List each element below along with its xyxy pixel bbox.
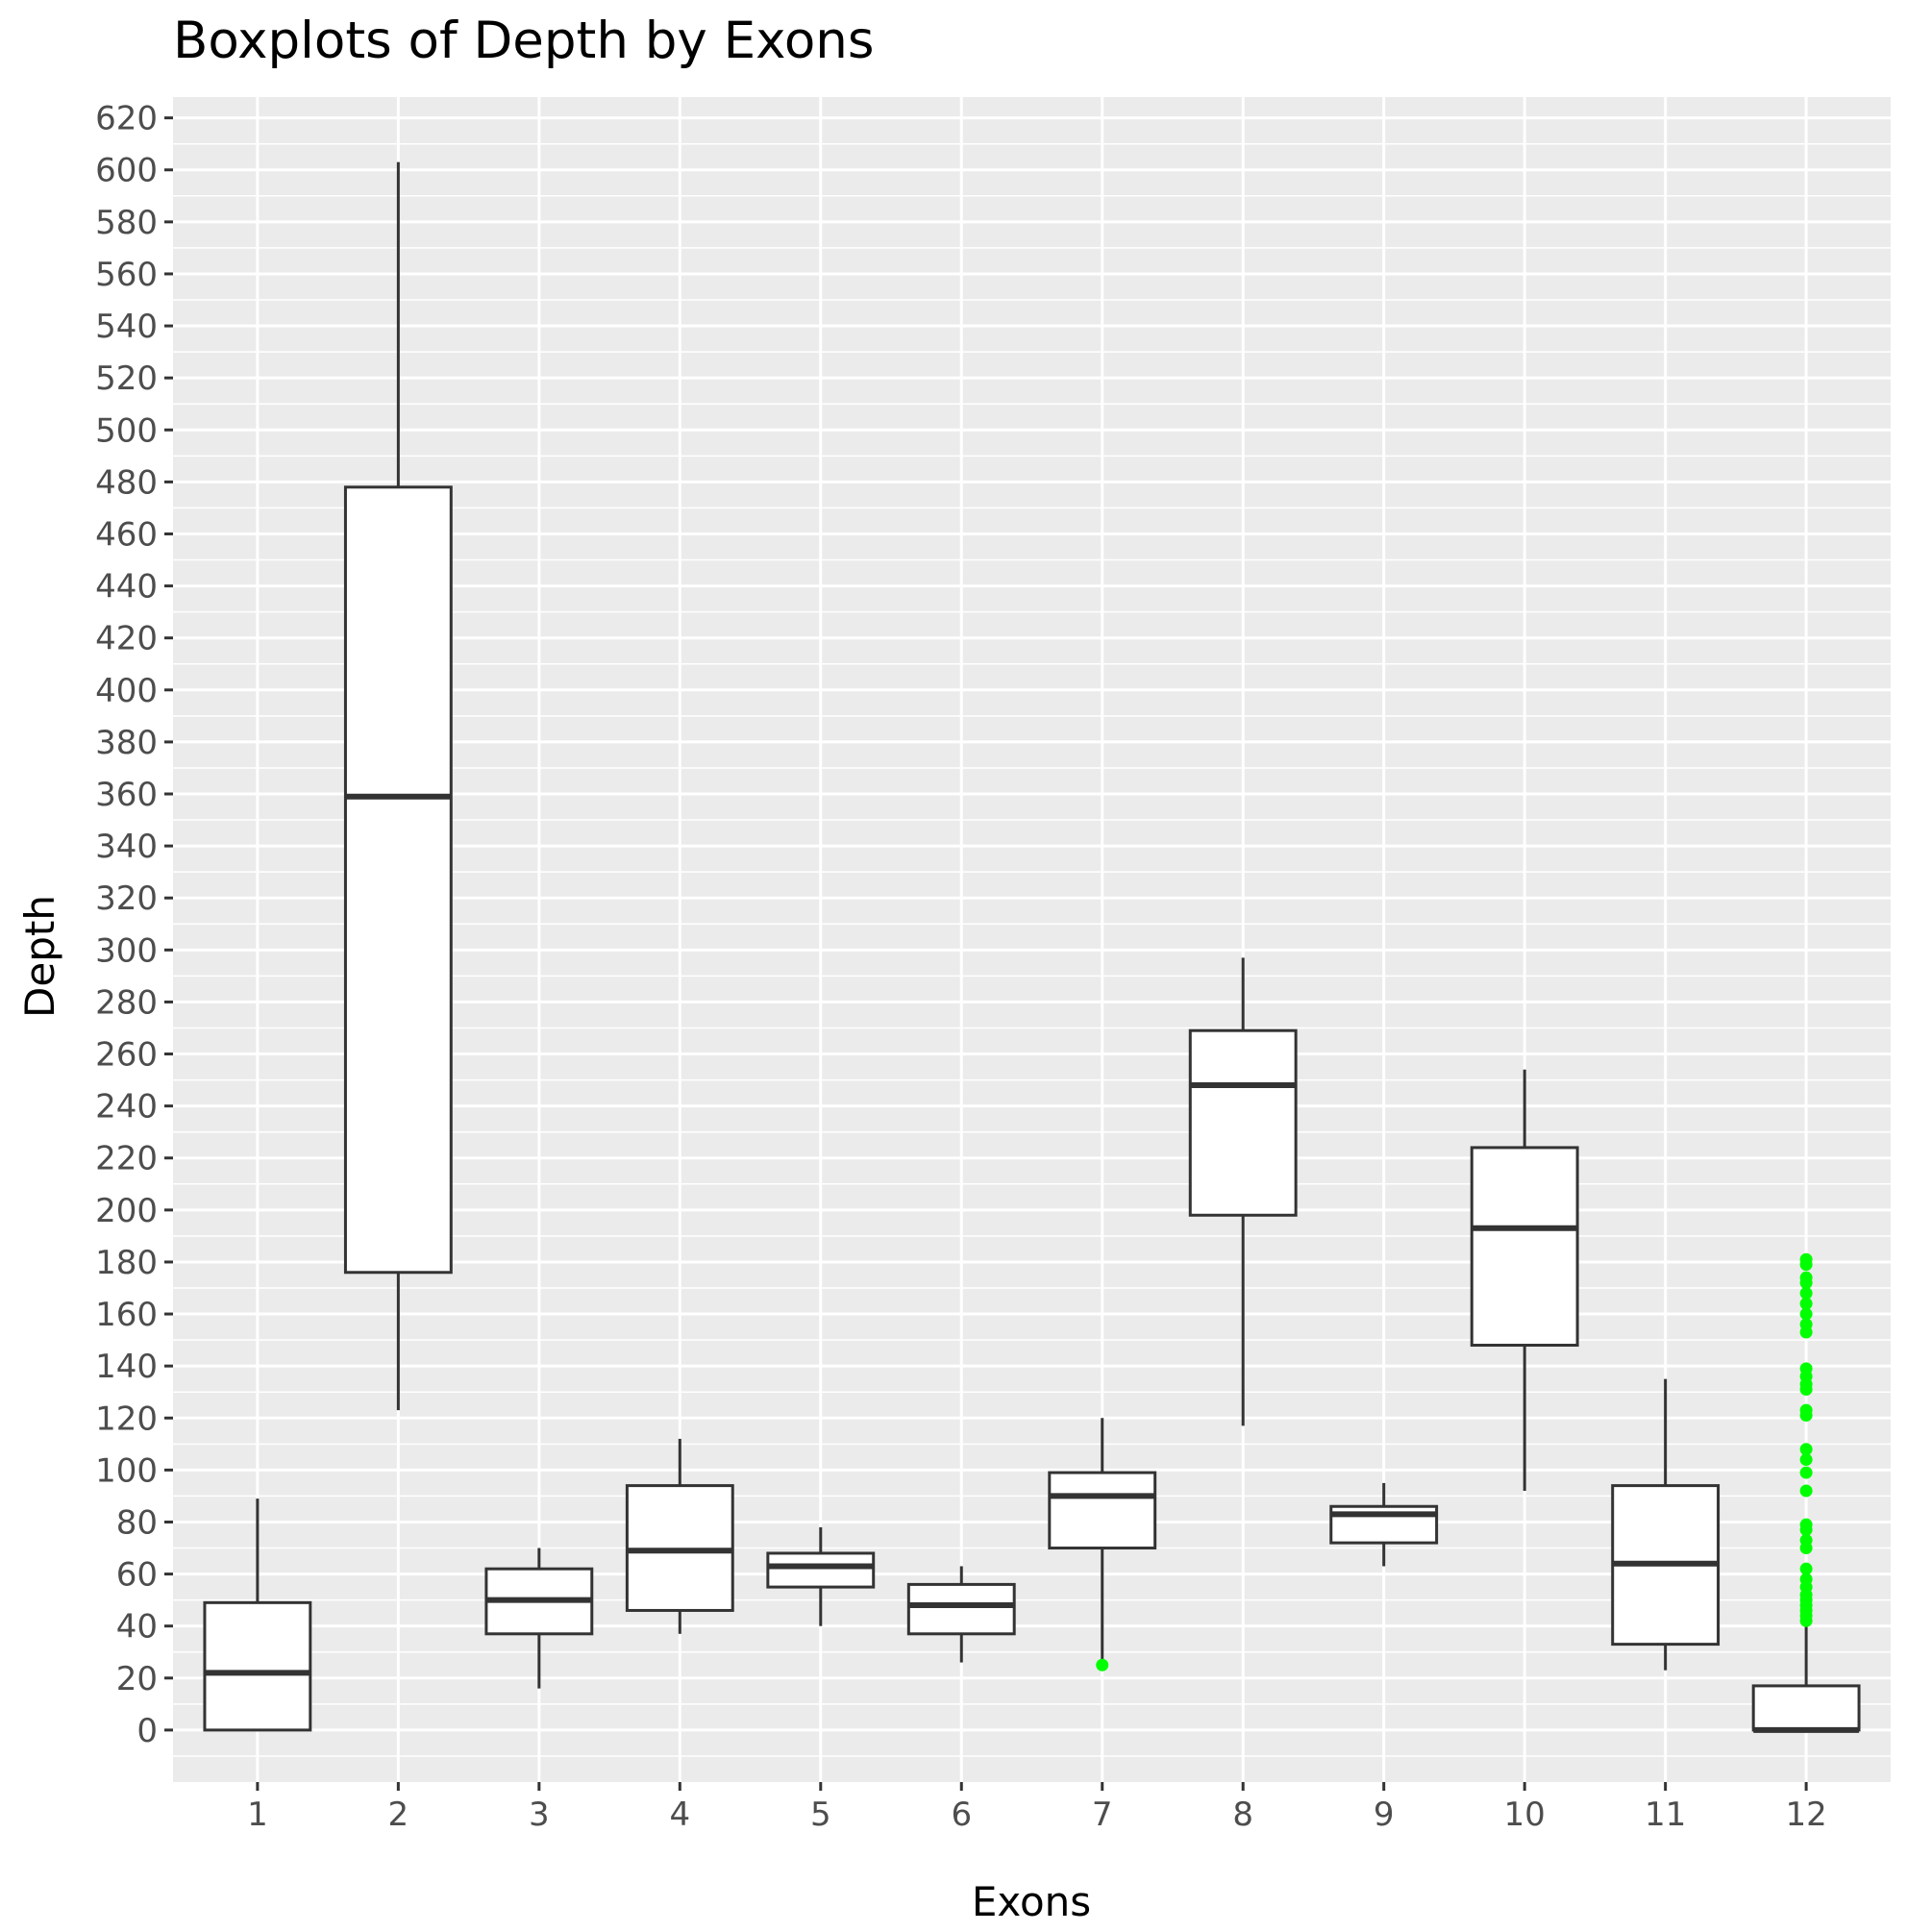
- x-tick-label: 11: [1645, 1796, 1686, 1834]
- outlier-point: [1799, 1484, 1813, 1498]
- boxplot-3: [484, 1548, 594, 1689]
- major-gridlines: [173, 97, 1891, 1782]
- outlier-point: [1799, 1403, 1813, 1417]
- outlier-point: [1799, 1573, 1813, 1586]
- x-tick-label: 7: [1092, 1796, 1113, 1834]
- box-iqr: [906, 1582, 1016, 1636]
- box-iqr: [1751, 1684, 1861, 1732]
- y-tick-label: 540: [95, 308, 158, 346]
- outlier-point: [1799, 1252, 1813, 1266]
- x-tick-label: 4: [669, 1796, 690, 1834]
- boxplot-5: [766, 1526, 876, 1626]
- boxplot-10: [1470, 1069, 1579, 1492]
- boxplot-marks: [203, 161, 1861, 1733]
- boxplot-7: [1048, 1418, 1157, 1672]
- x-tick-label: 3: [529, 1796, 550, 1834]
- outlier-point: [1799, 1453, 1813, 1467]
- outlier-point: [1799, 1286, 1813, 1300]
- box-iqr: [203, 1600, 312, 1732]
- y-tick-label: 460: [95, 515, 158, 554]
- x-tick-label: 9: [1374, 1796, 1395, 1834]
- outlier-point: [1799, 1318, 1813, 1331]
- y-tick-label: 260: [95, 1036, 158, 1075]
- boxplot-11: [1611, 1378, 1721, 1671]
- y-tick-label: 420: [95, 620, 158, 658]
- y-tick-label: 240: [95, 1088, 158, 1127]
- boxplot-8: [1188, 957, 1298, 1426]
- x-tick-label: 5: [810, 1796, 831, 1834]
- y-tick-label: 140: [95, 1348, 158, 1386]
- outlier-point: [1799, 1533, 1813, 1547]
- x-axis-title: Exons: [972, 1878, 1091, 1925]
- y-tick-label: 620: [95, 100, 158, 138]
- x-tick-label: 6: [951, 1796, 972, 1834]
- outlier-point: [1799, 1518, 1813, 1531]
- y-tick-label: 300: [95, 931, 158, 970]
- y-axis-title: Depth: [16, 895, 63, 1018]
- y-tick-label: 220: [95, 1140, 158, 1178]
- y-tick-label: 80: [116, 1503, 158, 1542]
- y-tick-label: 360: [95, 776, 158, 814]
- outlier-point: [1799, 1271, 1813, 1284]
- minor-gridlines: [173, 142, 1891, 1757]
- outlier-point: [1799, 1297, 1813, 1310]
- x-tick-label: 2: [388, 1796, 409, 1834]
- y-axis: 0 20 40 60 80 100 120 140 160 180 200 220 240 260 280 3…: [95, 100, 173, 1750]
- y-tick-label: 520: [95, 359, 158, 398]
- y-tick-label: 400: [95, 672, 158, 710]
- boxplot-4: [625, 1438, 734, 1634]
- boxplot-1: [203, 1499, 312, 1732]
- boxplot-2: [343, 161, 453, 1411]
- y-tick-label: 40: [116, 1608, 158, 1647]
- y-tick-label: 100: [95, 1451, 158, 1490]
- y-tick-label: 440: [95, 568, 158, 607]
- box-iqr: [1470, 1146, 1579, 1348]
- x-tick-label: 1: [247, 1796, 268, 1834]
- outlier-point: [1799, 1307, 1813, 1321]
- y-tick-label: 320: [95, 879, 158, 918]
- box-iqr: [343, 485, 453, 1275]
- y-tick-label: 340: [95, 828, 158, 866]
- y-tick-label: 580: [95, 204, 158, 242]
- y-tick-label: 160: [95, 1296, 158, 1334]
- y-tick-label: 0: [136, 1712, 158, 1750]
- boxplot-12: [1751, 1252, 1861, 1733]
- box-iqr: [1048, 1471, 1157, 1550]
- y-tick-label: 120: [95, 1399, 158, 1438]
- outlier-point: [1799, 1466, 1813, 1479]
- y-tick-label: 560: [95, 256, 158, 294]
- outlier-point: [1799, 1562, 1813, 1575]
- x-tick-label: 10: [1504, 1796, 1546, 1834]
- boxplot-6: [906, 1566, 1016, 1663]
- y-tick-label: 480: [95, 463, 158, 502]
- box-iqr: [766, 1551, 876, 1589]
- y-tick-label: 380: [95, 724, 158, 762]
- y-tick-label: 500: [95, 411, 158, 450]
- x-axis: 1 2 3 4 5 6 7 8 9 10 11 12: [247, 1782, 1827, 1834]
- y-tick-label: 200: [95, 1192, 158, 1230]
- boxplot-9: [1329, 1482, 1439, 1567]
- outlier-point: [1799, 1443, 1813, 1456]
- y-tick-label: 60: [116, 1556, 158, 1595]
- box-iqr: [1188, 1028, 1298, 1217]
- y-tick-label: 20: [116, 1660, 158, 1698]
- y-tick-label: 600: [95, 152, 158, 190]
- chart-title: Boxplots of Depth by Exons: [173, 12, 874, 70]
- outlier-point: [1799, 1362, 1813, 1375]
- x-tick-label: 8: [1232, 1796, 1253, 1834]
- y-tick-label: 180: [95, 1244, 158, 1282]
- outlier-point: [1096, 1658, 1109, 1672]
- x-tick-label: 12: [1785, 1796, 1826, 1834]
- y-tick-label: 280: [95, 983, 158, 1022]
